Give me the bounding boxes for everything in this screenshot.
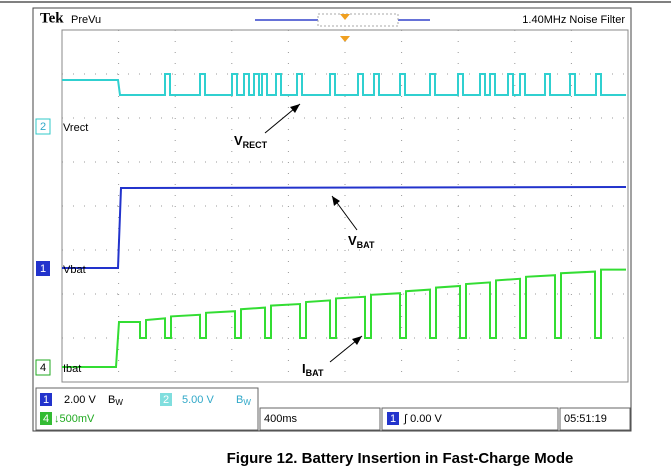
channel-label: Vbat (63, 264, 86, 276)
filter: 1.40MHz Noise Filter (522, 14, 625, 26)
svg-text:2: 2 (40, 121, 46, 133)
caption: Figure 12. Battery Insertion in Fast-Cha… (227, 450, 574, 467)
svg-text:05:51:19: 05:51:19 (564, 413, 607, 425)
svg-text:IBAT: IBAT (302, 361, 324, 378)
channel-4-marker: 4 Ibat (35, 359, 81, 376)
svg-text:VRECT: VRECT (234, 133, 268, 150)
vbat-trace (62, 186, 627, 269)
record-window (317, 13, 399, 27)
screen-frame (32, 7, 632, 432)
svg-text:BW: BW (108, 394, 123, 407)
channel-label: Ibat (63, 363, 81, 375)
grid (62, 30, 628, 382)
svg-text:VBAT: VBAT (348, 233, 375, 250)
channel-2-marker: 2 Vrect (35, 118, 88, 135)
svg-text:1: 1 (390, 413, 396, 425)
svg-text:400ms: 400ms (264, 413, 298, 425)
svg-text:1: 1 (43, 394, 49, 406)
trigger-pos (340, 14, 350, 20)
annotation-vbat: VBAT (331, 195, 375, 250)
ibat-trace (62, 268, 626, 368)
svg-text:∫ 0.00 V: ∫ 0.00 V (403, 413, 443, 425)
svg-text:BW: BW (236, 394, 251, 407)
mode: PreVu (71, 14, 101, 26)
svg-text:4: 4 (43, 413, 49, 425)
vrect-trace (62, 73, 626, 96)
traces (62, 73, 627, 368)
annotation-vrect: VRECT (234, 103, 301, 150)
svg-text:2.00 V: 2.00 V (64, 394, 96, 406)
channel-1-marker: 1 Vbat (36, 261, 86, 276)
svg-text:4: 4 (40, 362, 46, 374)
svg-text:5.00 V: 5.00 V (182, 394, 214, 406)
annotation-ibat: IBAT (302, 335, 363, 378)
status-bar: 1 2.00 V BW 2 5.00 V BW 4 ↓500mV 400ms 1… (35, 387, 631, 431)
svg-text:1: 1 (40, 263, 46, 275)
svg-text:↓500mV: ↓500mV (54, 413, 95, 425)
brand: Tek (40, 10, 64, 26)
trigger-pos-marker (340, 36, 350, 42)
channel-label: Vrect (63, 122, 88, 134)
svg-text:2: 2 (163, 394, 169, 406)
